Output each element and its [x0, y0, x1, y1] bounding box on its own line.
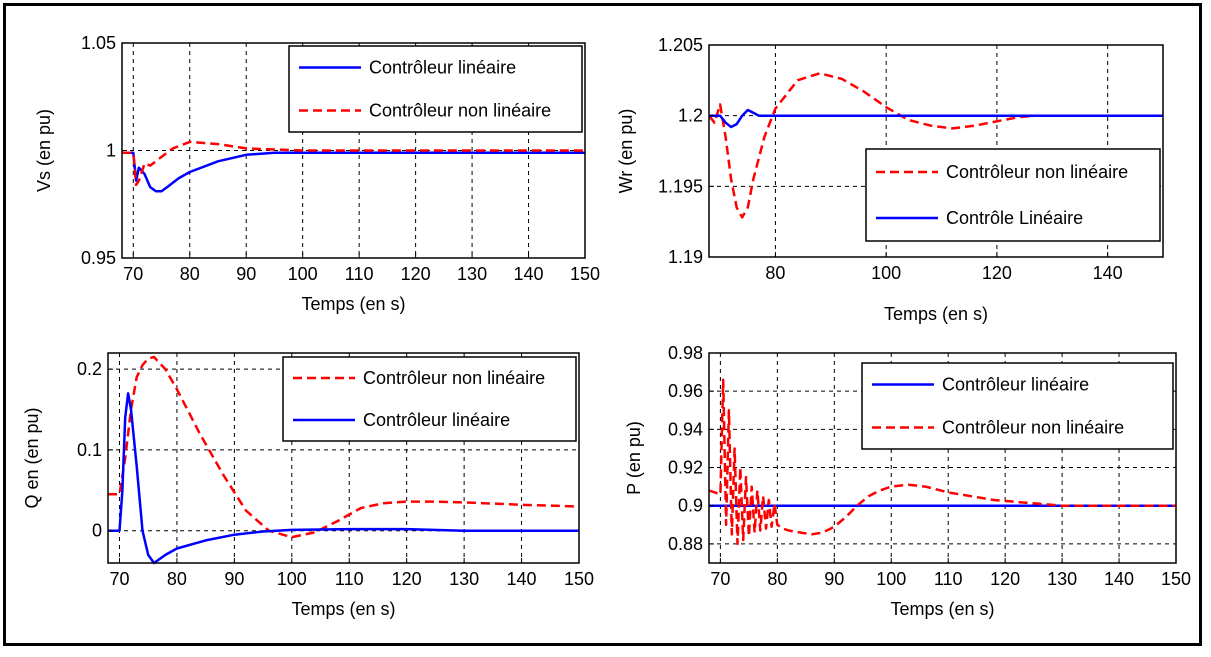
series-line-linear [122, 151, 585, 193]
y-tick-label: 0.92 [668, 458, 703, 478]
y-tick-label: 0.94 [668, 419, 703, 439]
x-tick-label: 140 [1104, 569, 1134, 589]
chart-p: 70 80 90 100 110 120 130 140 150 0.88 0.9 0.92 0.94 0… [624, 343, 1191, 619]
y-tick-label: 1 [106, 141, 116, 161]
x-tick-label: 100 [871, 263, 901, 283]
figure-border [3, 3, 1202, 646]
x-tick-label: 110 [345, 264, 374, 284]
legend-label: Contrôleur non linéaire [946, 162, 1128, 182]
y-tick-label: 1.195 [658, 176, 703, 196]
x-axis-label: Temps (en s) [291, 599, 395, 619]
y-axis-label: P (en pu) [624, 421, 644, 495]
y-tick-label: 1.19 [668, 247, 703, 267]
axes-frame [107, 352, 580, 564]
x-tick-label: 80 [765, 263, 785, 283]
x-tick-label: 120 [392, 569, 422, 589]
series-line-linear [108, 392, 579, 565]
y-tick-label: 1.05 [81, 33, 116, 53]
x-tick-label: 80 [767, 569, 787, 589]
y-axis-label: Q en (en pu) [22, 407, 42, 508]
y-tick-label: 0.96 [668, 381, 703, 401]
x-tick-label: 150 [564, 569, 594, 589]
x-tick-label: 100 [288, 264, 318, 284]
x-tick-label: 130 [449, 569, 479, 589]
legend-label: Contrôle Linéaire [946, 208, 1083, 228]
x-tick-label: 140 [1093, 263, 1123, 283]
chart-wr: 80 100 120 140 1.19 1.195 1.2 1.205 Temps (en s)… [616, 35, 1164, 324]
series-line-nonlinear [122, 140, 585, 187]
chart-q: 70 80 90 100 110 120 130 140 150 0 0.1 0.2 Temps (en… [22, 352, 594, 619]
x-tick-label: 120 [990, 569, 1020, 589]
chart-vs: 70 80 90 100 110 120 130 140 150 0.95 1 1.05 Temps (… [34, 33, 600, 314]
legend-label: Contrôleur non linéaire [942, 418, 1124, 438]
x-tick-label: 90 [224, 569, 244, 589]
legend-label: Contrôleur non linéaire [369, 101, 551, 121]
legend-label: Contrôleur non linéaire [363, 368, 545, 388]
x-tick-label: 90 [824, 569, 844, 589]
x-axis-label: Temps (en s) [890, 599, 994, 619]
x-tick-label: 100 [277, 569, 307, 589]
x-tick-label: 80 [167, 569, 187, 589]
x-tick-label: 130 [1047, 569, 1077, 589]
series-line-nonlinear [708, 72, 1036, 219]
legend-box [282, 356, 577, 442]
x-axis-label: Temps (en s) [301, 294, 405, 314]
y-tick-label: 0.88 [668, 534, 703, 554]
x-tick-label: 150 [1161, 569, 1191, 589]
axes-frame [708, 44, 1164, 258]
x-tick-label: 130 [457, 264, 487, 284]
x-tick-label: 150 [570, 264, 600, 284]
legend: Contrôleur non linéaire Contrôleur linéai… [282, 356, 577, 442]
legend: Contrôleur non linéaire Contrôle Linéaire [865, 148, 1161, 242]
legend-box [861, 362, 1174, 450]
x-tick-label: 70 [123, 264, 143, 284]
x-tick-label: 70 [109, 569, 129, 589]
legend-box [865, 148, 1161, 242]
x-tick-label: 110 [934, 569, 963, 589]
y-axis-label: Vs (en pu) [34, 109, 54, 192]
legend-box [288, 45, 583, 133]
y-tick-label: 0.95 [81, 248, 116, 268]
x-tick-label: 120 [401, 264, 431, 284]
series-line-nonlinear [108, 355, 580, 539]
x-tick-label: 110 [335, 569, 364, 589]
x-tick-label: 90 [236, 264, 256, 284]
x-tick-label: 140 [507, 569, 537, 589]
series-line-linear [709, 108, 1163, 129]
x-tick-label: 120 [982, 263, 1012, 283]
y-tick-label: 1.205 [658, 35, 703, 55]
y-tick-label: 1.2 [678, 106, 703, 126]
x-tick-label: 100 [876, 569, 906, 589]
y-tick-label: 0 [92, 521, 102, 541]
axes-frame [708, 352, 1177, 564]
legend: Contrôleur linéaire Contrôleur non linéai… [861, 362, 1174, 450]
legend: Contrôleur linéaire Contrôleur non linéai… [288, 45, 583, 133]
y-tick-label: 0.98 [668, 343, 703, 363]
x-axis-label: Temps (en s) [884, 304, 988, 324]
y-tick-label: 0.2 [77, 359, 102, 379]
y-tick-label: 0.9 [678, 496, 703, 516]
series-line-nonlinear [708, 378, 1176, 546]
x-tick-label: 70 [710, 569, 730, 589]
y-axis-label: Wr (en pu) [616, 109, 636, 194]
legend-label: Contrôleur linéaire [942, 375, 1089, 395]
x-tick-label: 80 [180, 264, 200, 284]
x-tick-label: 140 [514, 264, 544, 284]
y-tick-label: 0.1 [77, 440, 102, 460]
legend-label: Contrôleur linéaire [369, 58, 516, 78]
legend-label: Contrôleur linéaire [363, 410, 510, 430]
